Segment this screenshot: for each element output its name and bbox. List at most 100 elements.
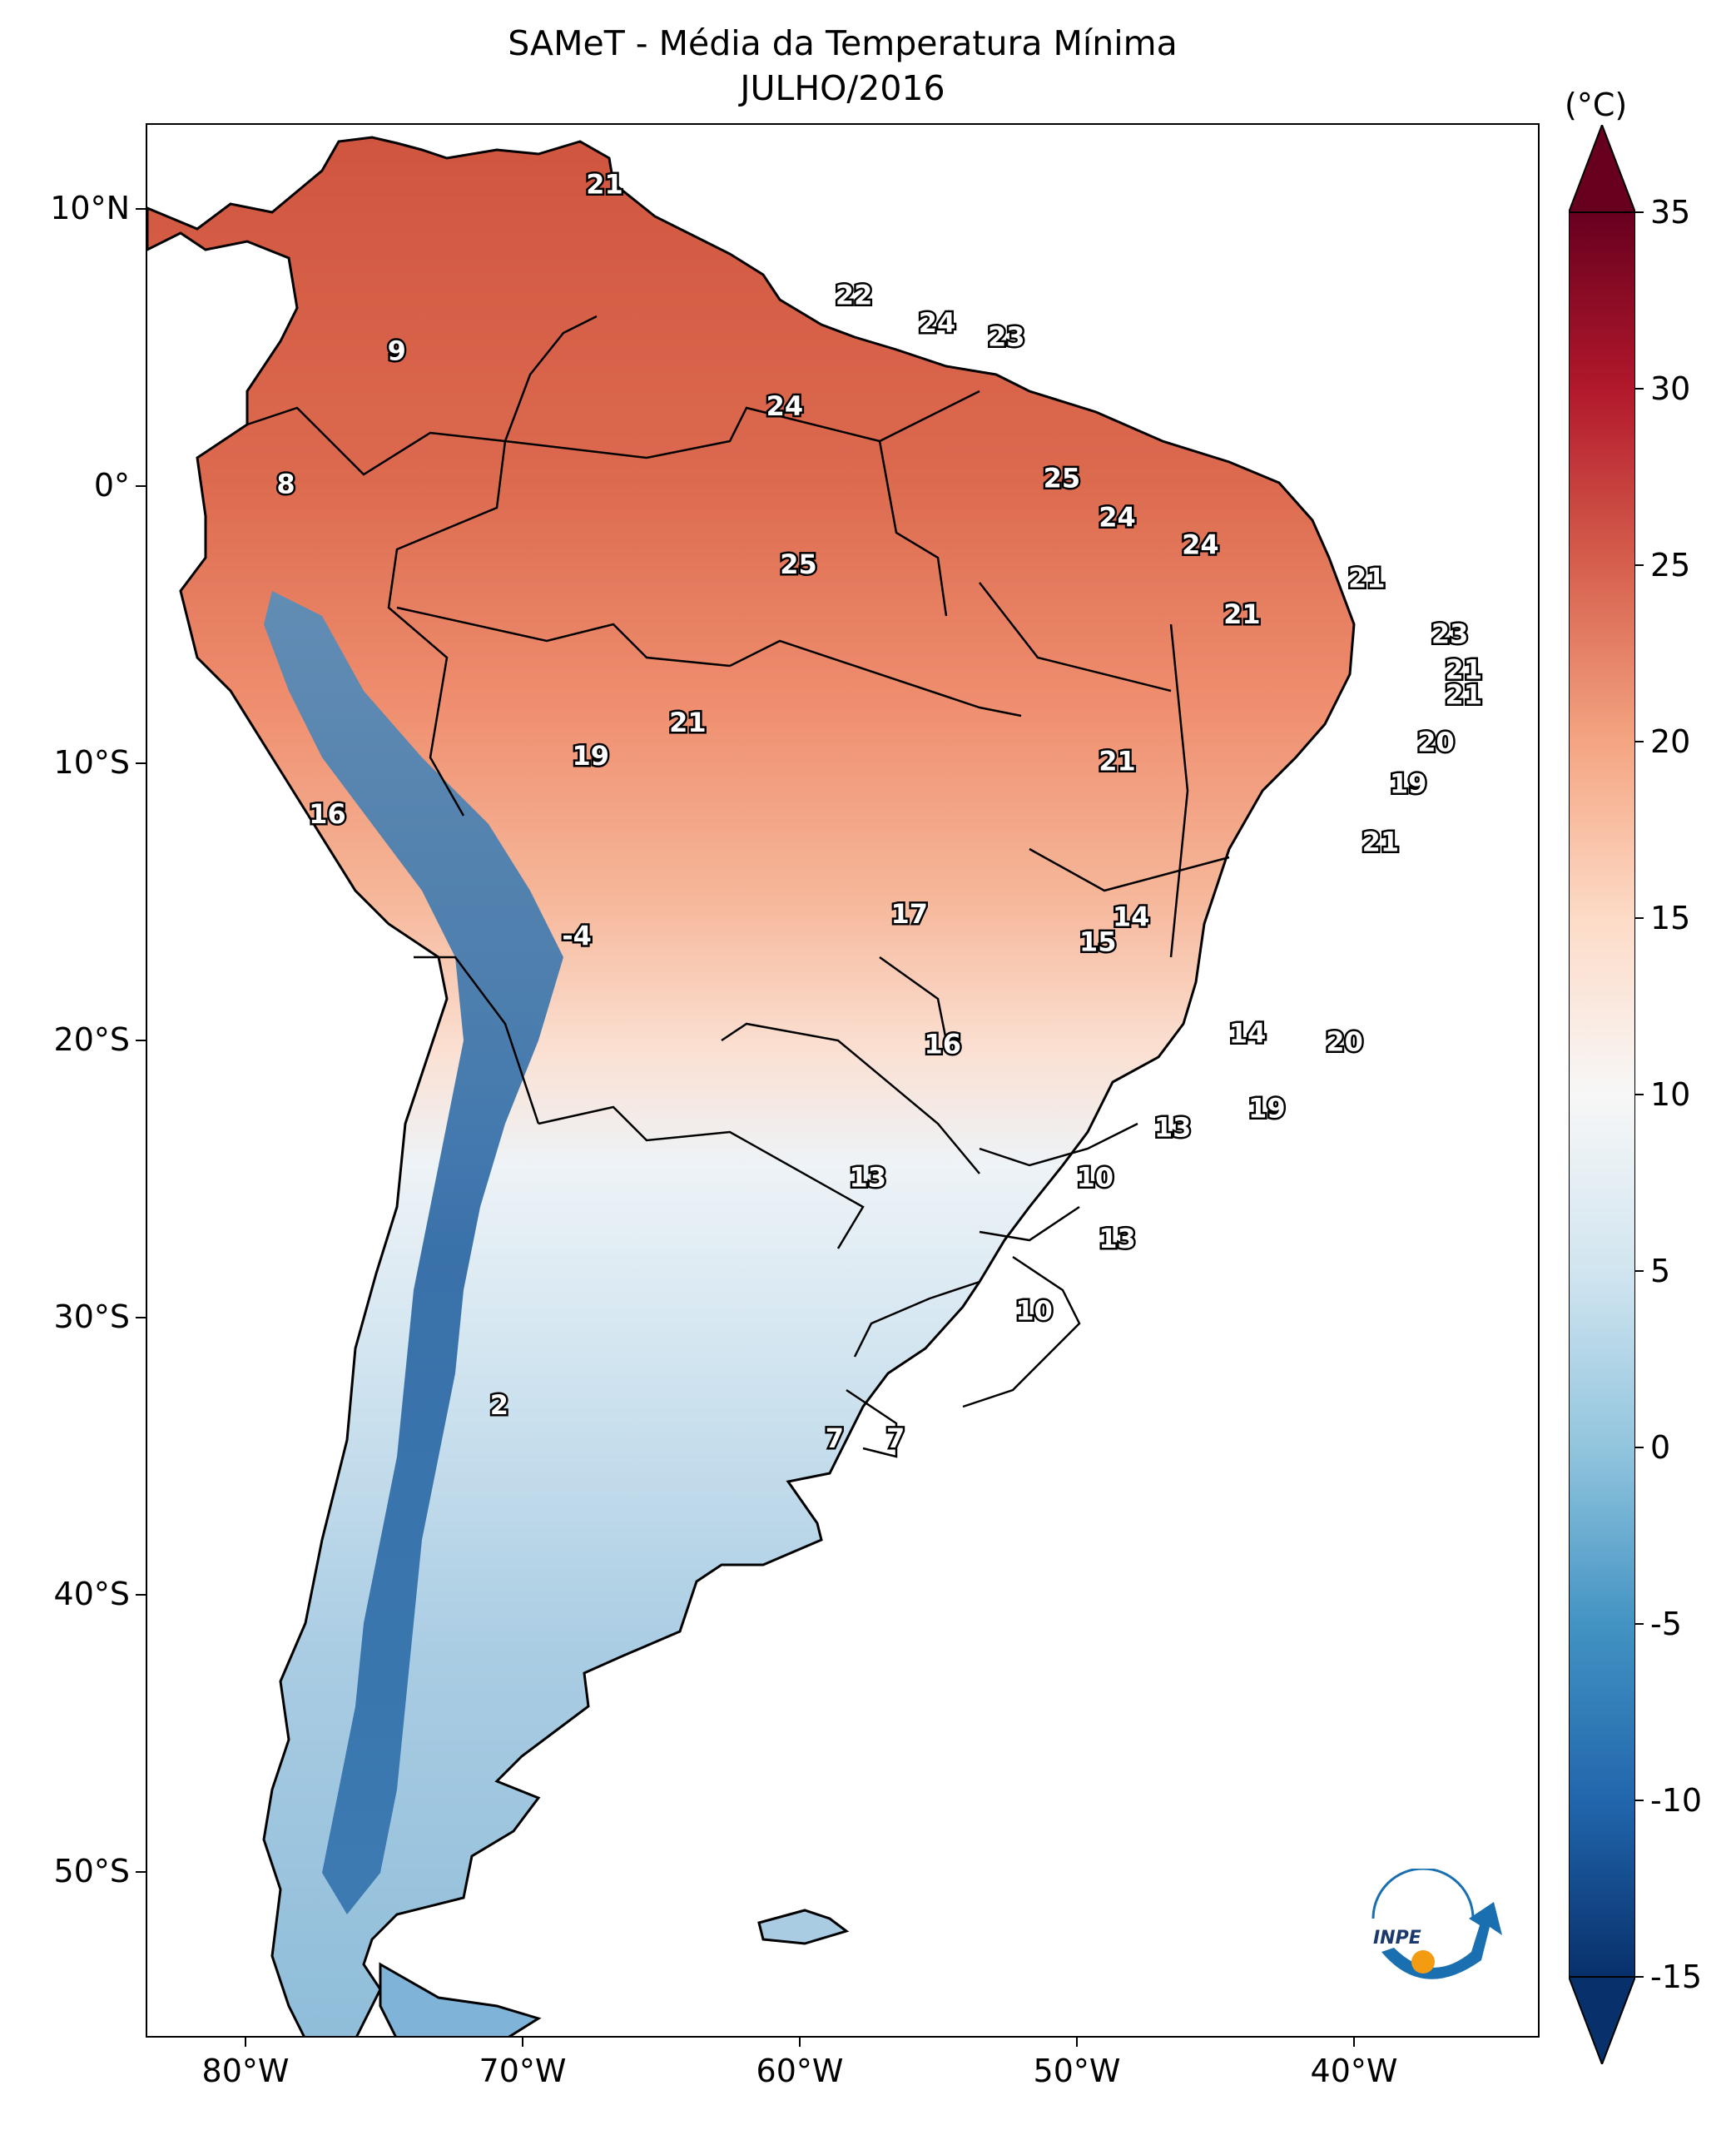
temperature-label: 21 — [1223, 598, 1261, 630]
lon-tick — [799, 2037, 801, 2047]
temperature-label: 17 — [890, 898, 928, 930]
colorbar-tick-label: 5 — [1650, 1253, 1671, 1289]
logo-text: INPE — [1373, 1928, 1421, 1949]
lat-tick — [136, 485, 146, 487]
lat-tick — [136, 1871, 146, 1873]
temperature-label: 21 — [1445, 654, 1482, 686]
temperature-label: 9 — [388, 335, 406, 366]
lat-label-20s: 20°S — [53, 1021, 130, 1058]
colorbar-extend-min — [1569, 1976, 1635, 2064]
temperature-label: 21 — [586, 168, 623, 200]
country-borders — [246, 315, 1230, 1458]
colorbar-tick-label: 0 — [1650, 1429, 1671, 1466]
temperature-label: 10 — [1077, 1162, 1114, 1194]
temperature-label: 16 — [924, 1029, 961, 1060]
south-america-landmass — [147, 136, 1356, 2036]
falkland-islands — [757, 1909, 850, 1945]
colorbar-tick — [1635, 1447, 1644, 1448]
temperature-label: 13 — [1154, 1112, 1192, 1144]
inpe-logo: INPE — [1371, 1869, 1502, 1979]
lat-label-10n: 10°N — [50, 190, 130, 226]
lat-label-50s: 50°S — [53, 1853, 130, 1889]
temperature-label: 8 — [276, 468, 295, 499]
colorbar-extend-max — [1569, 125, 1635, 213]
colorbar-tick — [1635, 1800, 1644, 1801]
colorbar-tick-label: 20 — [1650, 723, 1691, 760]
temperature-label: 25 — [1044, 463, 1081, 494]
lat-tick — [136, 1594, 146, 1596]
temperature-label: 21 — [1099, 746, 1136, 777]
colorbar-tick — [1635, 1270, 1644, 1272]
colorbar-tick — [1635, 1623, 1644, 1625]
colorbar-tick-label: 15 — [1650, 900, 1691, 936]
colorbar-tick — [1635, 1976, 1644, 1978]
temperature-label: 14 — [1229, 1017, 1267, 1049]
colorbar-unit: (°C) — [1565, 87, 1628, 123]
lon-tick — [1353, 2037, 1355, 2047]
temperature-label: 21 — [669, 707, 707, 738]
colorbar-body — [1569, 211, 1635, 1978]
temperature-label: 24 — [1099, 501, 1136, 533]
lat-tick — [136, 1317, 146, 1318]
colorbar-tick-label: 10 — [1650, 1076, 1691, 1113]
colorbar-tick — [1635, 388, 1644, 390]
lon-label-40w: 40°W — [1310, 2053, 1398, 2089]
lat-label-0: 0° — [93, 467, 130, 504]
temperature-label: 13 — [1099, 1223, 1136, 1254]
lon-label-80w: 80°W — [201, 2053, 290, 2089]
temperature-label: 24 — [766, 390, 804, 422]
temperature-label: 13 — [850, 1162, 887, 1194]
temperature-label: 7 — [826, 1422, 844, 1454]
colorbar-tick — [1635, 564, 1644, 566]
temperature-label: 24 — [919, 307, 956, 339]
colorbar-tick-label: -15 — [1650, 1959, 1703, 1995]
temperature-label: 21 — [1362, 826, 1400, 857]
temperature-label: 15 — [1079, 926, 1117, 957]
colorbar-tick-label: 35 — [1650, 194, 1691, 231]
colorbar-tick-label: -5 — [1650, 1606, 1682, 1642]
temperature-label: 24 — [1182, 529, 1219, 561]
temperature-label: 20 — [1417, 726, 1455, 757]
colorbar — [1569, 125, 1635, 2064]
lat-label-30s: 30°S — [53, 1298, 130, 1335]
temperature-label: 10 — [1015, 1295, 1053, 1327]
lon-label-70w: 70°W — [479, 2053, 567, 2089]
lat-label-40s: 40°S — [53, 1576, 130, 1612]
temperature-label: 19 — [573, 740, 610, 772]
temperature-label: 21 — [1348, 563, 1386, 594]
lon-tick — [522, 2037, 523, 2047]
temperature-label: 25 — [780, 549, 817, 580]
temperature-label: 7 — [886, 1422, 905, 1454]
colorbar-tick-label: -10 — [1650, 1782, 1703, 1819]
tierra-del-fuego — [379, 1962, 542, 2036]
temperature-label: 23 — [988, 321, 1025, 353]
temperature-label: 22 — [836, 280, 873, 311]
lat-label-10s: 10°S — [53, 744, 130, 781]
lon-label-50w: 50°W — [1033, 2053, 1121, 2089]
colorbar-tick — [1635, 1094, 1644, 1095]
map-panel: 21 22 24 23 9 24 8 25 24 25 24 21 21 23 21 21 21 20 19 21 19… — [146, 123, 1540, 2038]
temperature-label: 14 — [1113, 901, 1150, 932]
andes-cold-region — [264, 591, 563, 1914]
temperature-label: 23 — [1431, 618, 1469, 649]
colorbar-tick-label: 25 — [1650, 547, 1691, 583]
temperature-label: 21 — [1445, 679, 1482, 711]
temperature-label: 20 — [1326, 1025, 1363, 1057]
temperature-label: 19 — [1390, 767, 1427, 799]
temperature-label: 19 — [1248, 1092, 1286, 1124]
temperature-label: 16 — [309, 798, 346, 830]
temperature-label: -4 — [562, 921, 592, 952]
lon-label-60w: 60°W — [756, 2053, 844, 2089]
colorbar-tick — [1635, 917, 1644, 919]
map-title: SAMeT - Média da Temperatura Mínima — [508, 23, 1178, 63]
lon-tick — [1076, 2037, 1078, 2047]
lat-tick — [136, 1040, 146, 1041]
lon-tick — [245, 2037, 246, 2047]
lat-tick — [136, 762, 146, 764]
temperature-label: 2 — [490, 1389, 508, 1421]
colorbar-tick — [1635, 211, 1644, 213]
map-subtitle: JULHO/2016 — [740, 68, 945, 108]
colorbar-tick — [1635, 741, 1644, 742]
